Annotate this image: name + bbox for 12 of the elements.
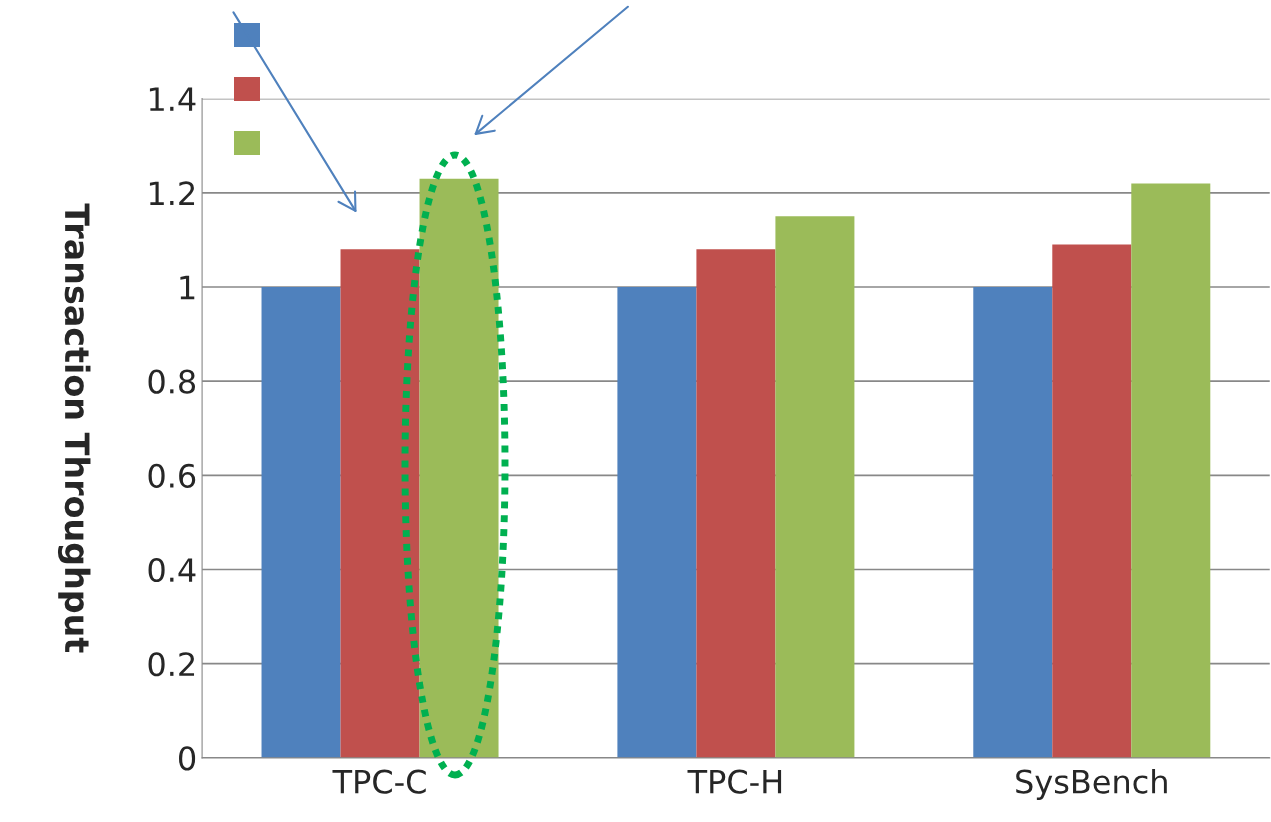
y-tick-label: 0.8 (148, 369, 196, 394)
y-tick-label: 0.4 (148, 557, 196, 583)
y-tick-label: 1.4 (149, 87, 196, 111)
y-tick-label: 0 (179, 746, 196, 771)
y-axis-title: Transaction Throughput (57, 203, 91, 653)
x-tick-label: TPC-C (332, 769, 426, 794)
y-tick-label: 0.2 (148, 652, 195, 677)
y-tick-label: 1.2 (149, 181, 195, 205)
x-tick-label: TPC-H (687, 769, 782, 794)
y-tick-label: 0.6 (148, 463, 196, 488)
x-tick-label: SysBench (1016, 769, 1167, 800)
y-tick-label: 1 (180, 275, 195, 300)
